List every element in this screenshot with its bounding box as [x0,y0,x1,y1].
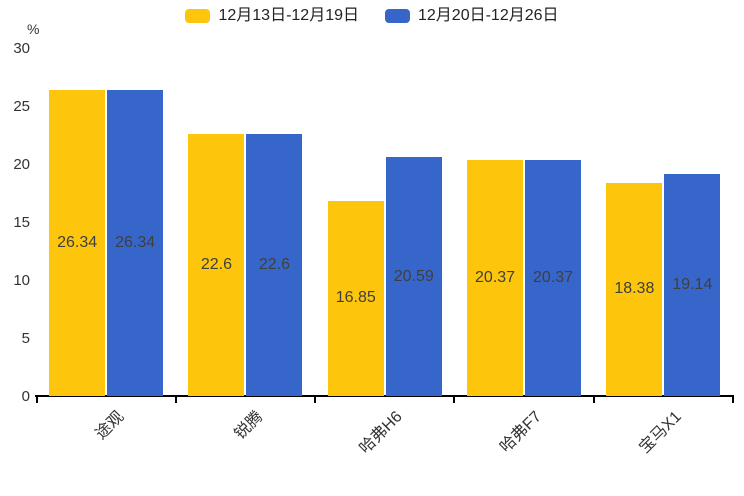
legend-swatch-yellow [185,9,211,23]
bar[interactable]: 16.85 [327,200,384,396]
legend-swatch-blue [385,9,410,23]
bar-value-label: 20.37 [475,268,516,286]
bar[interactable]: 26.34 [49,90,106,396]
legend-item-week2[interactable]: 12月20日-12月26日 [385,5,559,27]
bar-value-label: 22.6 [258,255,290,273]
x-axis-tick [732,395,734,403]
y-axis-tick-label: 10 [13,271,30,289]
legend-item-week1[interactable]: 12月13日-12月19日 [185,5,359,27]
x-axis-tick [453,395,456,403]
legend: 12月13日-12月19日 12月20日-12月26日 [0,5,744,27]
bar[interactable]: 22.6 [246,133,303,396]
legend-label-week2: 12月20日-12月26日 [418,7,559,24]
bar-value-label: 20.59 [393,267,434,285]
y-axis-tick-label: 20 [13,155,30,173]
bar-value-label: 16.85 [335,289,376,307]
x-axis-label: 哈弗H6 [356,408,407,458]
bar-value-label: 26.34 [57,234,98,252]
x-axis-tick [592,395,595,403]
bar-value-label: 19.14 [672,275,713,293]
y-axis-tick-label: 25 [13,97,30,115]
y-axis-tick-label: 15 [13,213,30,231]
legend-label-week1: 12月13日-12月19日 [218,7,359,24]
x-axis-label: 锐腾 [232,408,267,443]
x-axis-label: 途观 [92,408,128,443]
bar[interactable]: 18.38 [606,182,663,396]
x-axis-line [35,395,734,397]
bar-value-label: 18.38 [614,280,655,298]
bar[interactable]: 20.37 [467,159,524,396]
y-axis-tick-label: 30 [13,39,30,57]
bar[interactable]: 20.37 [525,159,582,396]
bar[interactable]: 26.34 [107,90,164,396]
y-axis-tick-label: 5 [21,329,30,347]
y-axis-unit-label: % [27,21,40,37]
bar-value-label: 26.34 [115,234,156,252]
y-axis-tick-label: 0 [21,387,30,405]
bar[interactable]: 22.6 [188,133,245,396]
x-axis-label: 哈弗F7 [497,408,546,457]
bar[interactable]: 19.14 [664,173,721,396]
bar[interactable]: 20.59 [385,157,442,396]
x-axis-label: 宝马X1 [636,408,685,457]
x-axis-tick [35,395,38,403]
bar-value-label: 20.37 [533,268,574,286]
bar-value-label: 22.6 [200,255,232,273]
x-axis-tick [314,395,317,403]
x-axis-tick [174,395,177,403]
